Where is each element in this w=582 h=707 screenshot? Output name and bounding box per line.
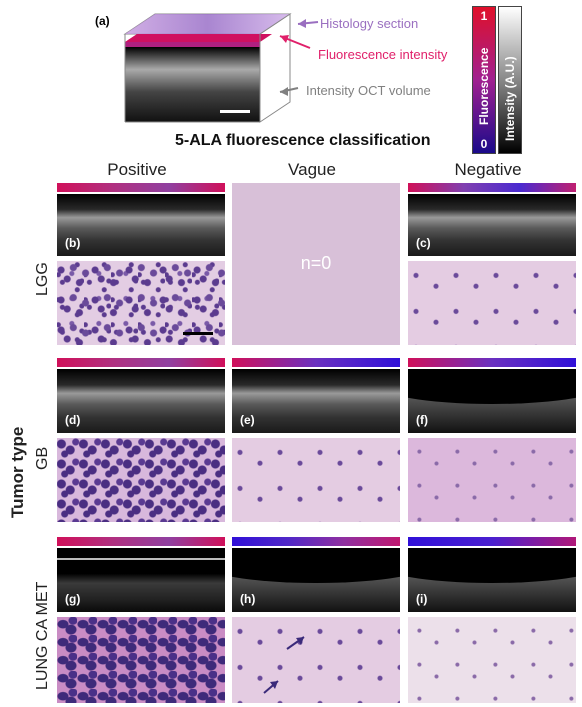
arrow-markers [263, 636, 305, 694]
fluorescence-colorbar-max: 1 [480, 9, 488, 23]
row-label-lung-ca-met: LUNG CA MET [34, 581, 51, 690]
histology-image-d [57, 438, 225, 522]
oct-image-e: (e) [232, 369, 400, 433]
fluorescence-bar-e [232, 358, 400, 367]
schematic-arrows [279, 19, 319, 96]
histology-image-g [57, 617, 225, 703]
fluorescence-bar-b [57, 183, 225, 192]
panel-label-i: (i) [416, 592, 428, 606]
column-header-vague: Vague [288, 160, 336, 179]
oct-image-f: (f) [408, 369, 576, 433]
panel-a-label: (a) [95, 14, 110, 28]
oct-image-g: (g) [57, 548, 225, 612]
fluorescence-colorbar: 1 0 Fluorescence [472, 6, 496, 154]
empty-panel-text: n=0 [300, 253, 332, 273]
panel-label-g: (g) [65, 592, 81, 606]
intensity-colorbar: Intensity (A.U.) [498, 6, 522, 154]
panel-label-d: (d) [65, 413, 81, 427]
oct-image-b: (b) [57, 194, 225, 256]
histology-image-h [232, 617, 400, 703]
panel-label-c: (c) [416, 236, 431, 250]
histology-image-c [408, 261, 576, 345]
tumor-type-label: Tumor type [8, 426, 27, 518]
oct-volume-label: Intensity OCT volume [306, 83, 431, 98]
fluorescence-bar-g [57, 537, 225, 546]
fluorescence-colorbar-min: 0 [480, 137, 488, 151]
oct-image-d: (d) [57, 369, 225, 433]
scale-bar [183, 332, 213, 335]
classification-title: 5-ALA fluorescence classification [175, 132, 431, 149]
fluorescence-bar-f [408, 358, 576, 367]
fluorescence-bar-c [408, 183, 576, 192]
oct-image-i: (i) [408, 548, 576, 612]
fluorescence-bar-d [57, 358, 225, 367]
row-label-lgg: LGG [34, 262, 51, 296]
histology-image-f [408, 438, 576, 522]
column-header-positive: Positive [107, 160, 167, 179]
oct-image-h: (h) [232, 548, 400, 612]
panel-label-b: (b) [65, 236, 81, 250]
oct-surface-line [57, 558, 225, 560]
row-label-gb: GB [34, 446, 51, 470]
fluorescence-bar-i [408, 537, 576, 546]
fluorescence-bar-h [232, 537, 400, 546]
oct-image-c: (c) [408, 194, 576, 256]
histology-section-label: Histology section [320, 16, 419, 31]
intensity-colorbar-title: Intensity (A.U.) [503, 56, 517, 141]
column-header-negative: Negative [454, 160, 522, 179]
fluorescence-intensity-label: Fluorescence intensity [318, 47, 448, 62]
panel-label-f: (f) [416, 413, 428, 427]
histology-image-e [232, 438, 400, 522]
empty-panel-vague-lgg: n=0 [232, 183, 400, 345]
panel-label-e: (e) [240, 413, 255, 427]
histology-image-i [408, 617, 576, 703]
panel-label-h: (h) [240, 592, 256, 606]
fluorescence-colorbar-title: Fluorescence [477, 47, 491, 125]
histology-image-b [57, 261, 225, 345]
oct-volume-schematic [123, 13, 292, 123]
